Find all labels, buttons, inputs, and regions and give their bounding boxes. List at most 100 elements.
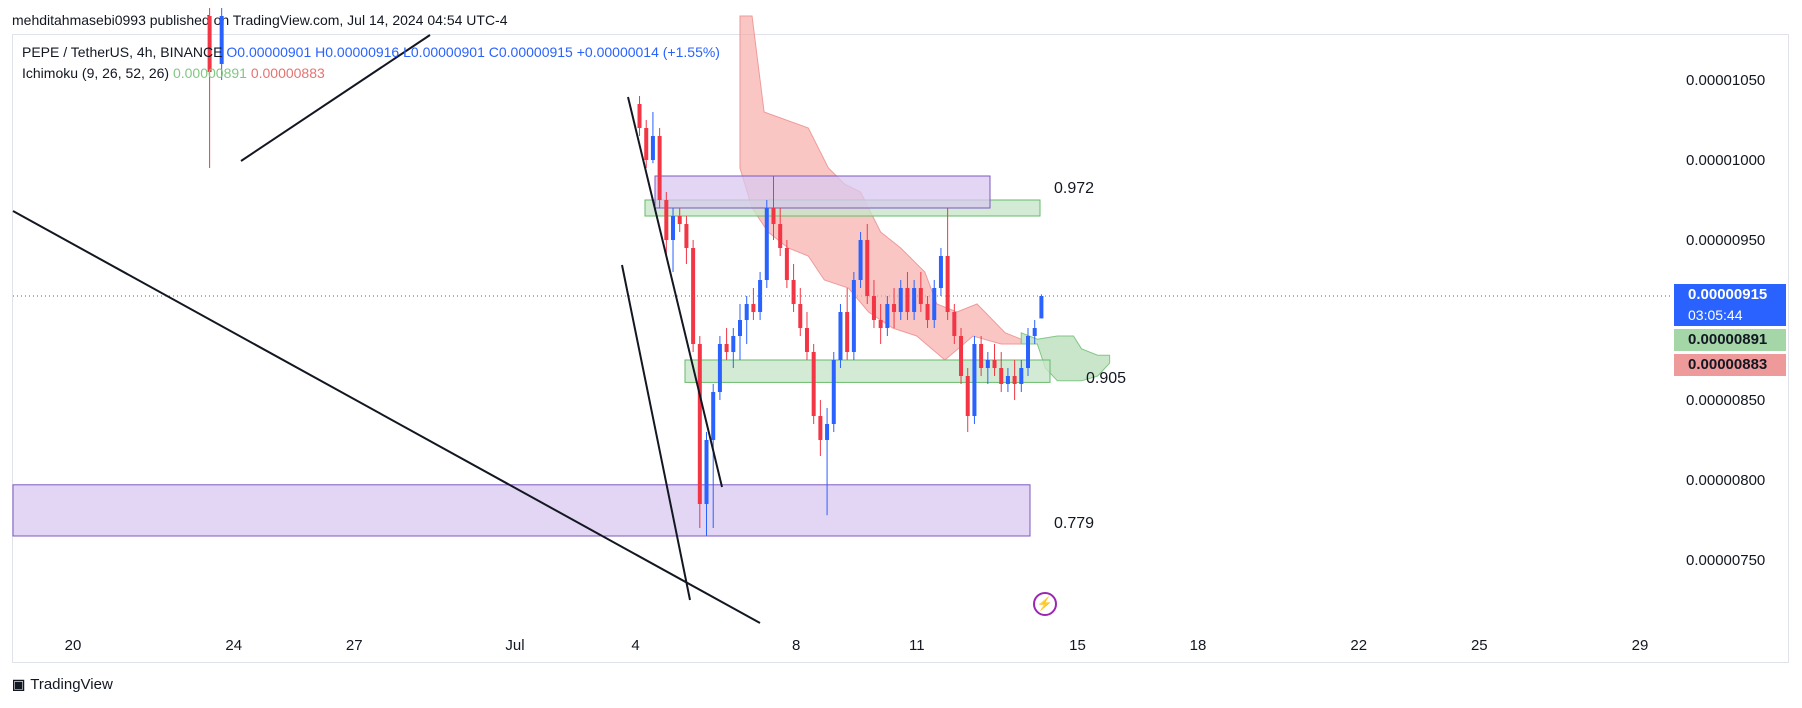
x-tick-label: 25 xyxy=(1471,637,1488,654)
x-tick-label: 8 xyxy=(792,637,800,654)
candle-up xyxy=(1032,328,1037,336)
candle-up xyxy=(764,208,769,280)
candle-down xyxy=(724,344,729,352)
y-tick-label: 0.00000800 xyxy=(1686,472,1765,489)
candle-down xyxy=(691,248,696,344)
candle-down xyxy=(979,344,984,368)
publish-info: mehditahmasebi0993 published on TradingV… xyxy=(12,12,508,28)
candle-down xyxy=(697,344,702,504)
ohlc-change: +0.00000014 (+1.55%) xyxy=(576,44,720,60)
last-price-value: 0.00000915 xyxy=(1688,286,1768,303)
ichimoku-label[interactable]: Ichimoku (9, 26, 52, 26) xyxy=(22,65,170,81)
candle-up xyxy=(758,280,763,312)
candle-down xyxy=(965,376,970,416)
candle-down xyxy=(784,248,789,280)
x-tick-label: 24 xyxy=(225,637,242,654)
ichimoku-legend[interactable]: Ichimoku (9, 26, 52, 26) 0.00000891 0.00… xyxy=(22,65,325,81)
bar-countdown: 03:05:44 xyxy=(1688,307,1743,323)
x-tick-label: Jul xyxy=(505,637,524,654)
bullish-cloud xyxy=(1020,332,1111,382)
candle-up xyxy=(1039,296,1044,319)
span-a-badge: 0.00000891 xyxy=(1674,329,1786,351)
x-tick-label: 18 xyxy=(1190,637,1207,654)
candle-up xyxy=(704,440,709,504)
level-label: 0.779 xyxy=(1054,515,1094,532)
y-tick-label: 0.00000850 xyxy=(1686,392,1765,409)
trend-line xyxy=(240,34,431,162)
candle-down xyxy=(878,320,883,328)
candle-down xyxy=(791,280,796,304)
candle-down xyxy=(657,136,662,200)
chart-frame[interactable] xyxy=(12,34,1789,663)
candle-down xyxy=(644,128,649,160)
candle-down xyxy=(892,304,897,312)
candle-up xyxy=(744,304,749,320)
tradingview-logo[interactable]: ▣ TradingView xyxy=(12,676,113,693)
candle-down xyxy=(677,216,682,224)
level-label: 0.972 xyxy=(1054,180,1094,197)
symbol-legend[interactable]: PEPE / TetherUS, 4h, BINANCE O0.00000901… xyxy=(22,44,720,60)
candle-up xyxy=(831,360,836,424)
candle-up xyxy=(731,336,736,352)
level-label: 0.905 xyxy=(1086,370,1126,387)
candle-down xyxy=(811,352,816,416)
last-price-badge: 0.00000915 03:05:44 xyxy=(1674,284,1786,326)
x-tick-label: 20 xyxy=(65,637,82,654)
candle-down xyxy=(959,336,964,376)
trend-line xyxy=(621,264,691,601)
tv-brand-label: TradingView xyxy=(30,676,113,693)
candle-down xyxy=(845,312,850,352)
supply-zone-purple xyxy=(12,484,1031,537)
demand-zone-green xyxy=(684,359,1051,383)
candle-down xyxy=(999,368,1004,384)
x-axis: 20 24 27 Jul 4 8 11 15 18 22 25 29 xyxy=(65,637,1649,654)
x-tick-label: 15 xyxy=(1069,637,1086,654)
candle-down xyxy=(871,296,876,320)
candle-down xyxy=(664,200,669,240)
candles xyxy=(207,8,1044,536)
candle-down xyxy=(918,288,923,304)
candle-up xyxy=(858,240,863,280)
candle-up xyxy=(938,256,943,288)
candle-up xyxy=(671,216,676,240)
level-labels: 0.972 0.905 0.779 xyxy=(1054,180,1126,532)
y-tick-label: 0.00001000 xyxy=(1686,152,1765,169)
candle-up xyxy=(972,344,977,416)
candle-up xyxy=(932,288,937,320)
x-tick-label: 29 xyxy=(1632,637,1649,654)
y-axis: 0.00001050 0.00001000 0.00000950 0.00000850… xyxy=(1686,72,1765,569)
candle-down xyxy=(778,224,783,248)
candle-up xyxy=(1026,336,1031,368)
ohlc-low: L0.00000901 xyxy=(403,44,485,60)
candle-down xyxy=(771,208,776,224)
candle-up xyxy=(219,16,224,64)
ohlc-high: H0.00000916 xyxy=(315,44,400,60)
candle-up xyxy=(825,424,830,440)
candle-up xyxy=(885,304,890,328)
candle-down xyxy=(684,224,689,248)
trend-line xyxy=(627,96,723,488)
candle-down xyxy=(992,360,997,368)
x-tick-label: 22 xyxy=(1350,637,1367,654)
ohlc-open: O0.00000901 xyxy=(226,44,312,60)
zones xyxy=(12,175,1051,537)
x-tick-label: 27 xyxy=(346,637,363,654)
trend-lines xyxy=(12,34,761,624)
candle-down xyxy=(952,312,957,336)
symbol-name[interactable]: PEPE / TetherUS, 4h, BINANCE xyxy=(22,44,223,60)
candle-down xyxy=(925,304,930,320)
supply-zone-purple xyxy=(654,175,991,209)
candle-down xyxy=(798,304,803,328)
candle-up xyxy=(717,344,722,392)
ohlc-close: C0.00000915 xyxy=(488,44,573,60)
candle-up xyxy=(985,360,990,368)
y-tick-label: 0.00000750 xyxy=(1686,552,1765,569)
span-b-badge: 0.00000883 xyxy=(1674,354,1786,376)
candle-up xyxy=(650,136,655,160)
candle-up xyxy=(1005,376,1010,384)
lightning-icon[interactable]: ⚡ xyxy=(1033,592,1057,616)
ichimoku-span-a-value: 0.00000891 xyxy=(172,65,247,81)
trend-line xyxy=(12,210,761,624)
y-tick-label: 0.00000950 xyxy=(1686,232,1765,249)
